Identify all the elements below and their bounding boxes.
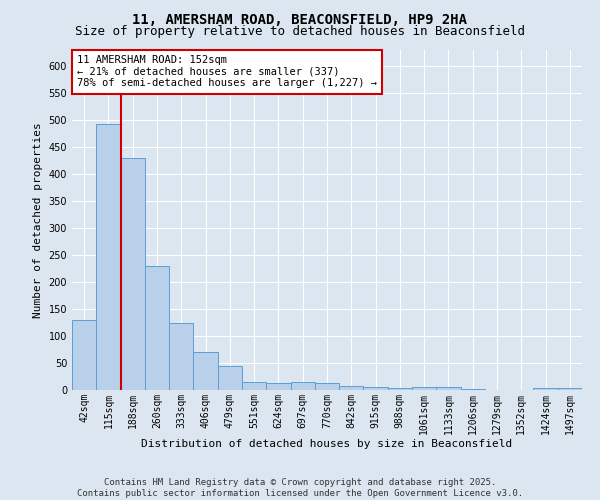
Bar	[290, 382, 315, 390]
Bar	[558, 388, 582, 390]
Text: Contains HM Land Registry data © Crown copyright and database right 2025.
Contai: Contains HM Land Registry data © Crown c…	[77, 478, 523, 498]
Bar	[145, 266, 169, 390]
Bar	[339, 386, 364, 390]
Bar	[218, 366, 242, 390]
Bar	[388, 388, 412, 390]
Bar	[121, 158, 145, 390]
Bar	[72, 320, 96, 390]
Bar	[315, 383, 339, 390]
Bar	[364, 387, 388, 390]
X-axis label: Distribution of detached houses by size in Beaconsfield: Distribution of detached houses by size …	[142, 440, 512, 450]
Y-axis label: Number of detached properties: Number of detached properties	[33, 122, 43, 318]
Text: 11 AMERSHAM ROAD: 152sqm
← 21% of detached houses are smaller (337)
78% of semi-: 11 AMERSHAM ROAD: 152sqm ← 21% of detach…	[77, 55, 377, 88]
Bar	[436, 388, 461, 390]
Bar	[461, 389, 485, 390]
Bar	[96, 124, 121, 390]
Text: Size of property relative to detached houses in Beaconsfield: Size of property relative to detached ho…	[75, 25, 525, 38]
Bar	[169, 322, 193, 390]
Bar	[412, 388, 436, 390]
Bar	[533, 388, 558, 390]
Bar	[266, 383, 290, 390]
Text: 11, AMERSHAM ROAD, BEACONSFIELD, HP9 2HA: 11, AMERSHAM ROAD, BEACONSFIELD, HP9 2HA	[133, 12, 467, 26]
Bar	[193, 352, 218, 390]
Bar	[242, 382, 266, 390]
